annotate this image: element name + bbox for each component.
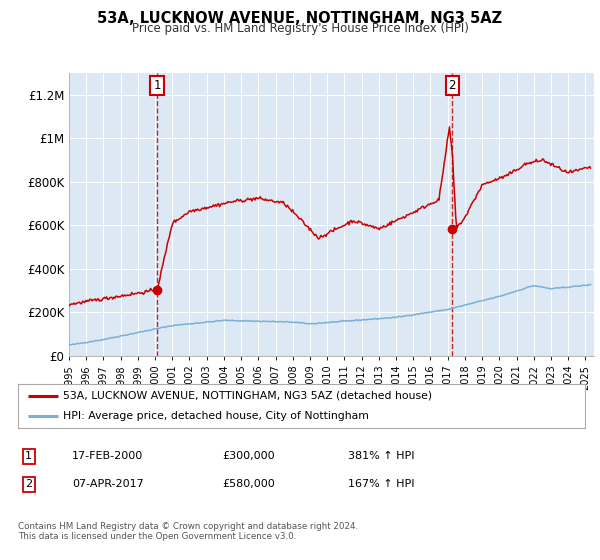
Text: 381% ↑ HPI: 381% ↑ HPI (348, 451, 415, 461)
Text: 53A, LUCKNOW AVENUE, NOTTINGHAM, NG3 5AZ: 53A, LUCKNOW AVENUE, NOTTINGHAM, NG3 5AZ (97, 11, 503, 26)
Text: 2: 2 (25, 479, 32, 489)
Text: Price paid vs. HM Land Registry's House Price Index (HPI): Price paid vs. HM Land Registry's House … (131, 22, 469, 35)
Text: 07-APR-2017: 07-APR-2017 (72, 479, 144, 489)
Text: 167% ↑ HPI: 167% ↑ HPI (348, 479, 415, 489)
Text: 1: 1 (154, 79, 161, 92)
Text: 1: 1 (25, 451, 32, 461)
Text: £580,000: £580,000 (222, 479, 275, 489)
Text: 53A, LUCKNOW AVENUE, NOTTINGHAM, NG3 5AZ (detached house): 53A, LUCKNOW AVENUE, NOTTINGHAM, NG3 5AZ… (64, 391, 433, 401)
Text: £300,000: £300,000 (222, 451, 275, 461)
Text: Contains HM Land Registry data © Crown copyright and database right 2024.
This d: Contains HM Land Registry data © Crown c… (18, 522, 358, 542)
Text: 2: 2 (449, 79, 456, 92)
Text: HPI: Average price, detached house, City of Nottingham: HPI: Average price, detached house, City… (64, 411, 369, 421)
Text: 17-FEB-2000: 17-FEB-2000 (72, 451, 143, 461)
